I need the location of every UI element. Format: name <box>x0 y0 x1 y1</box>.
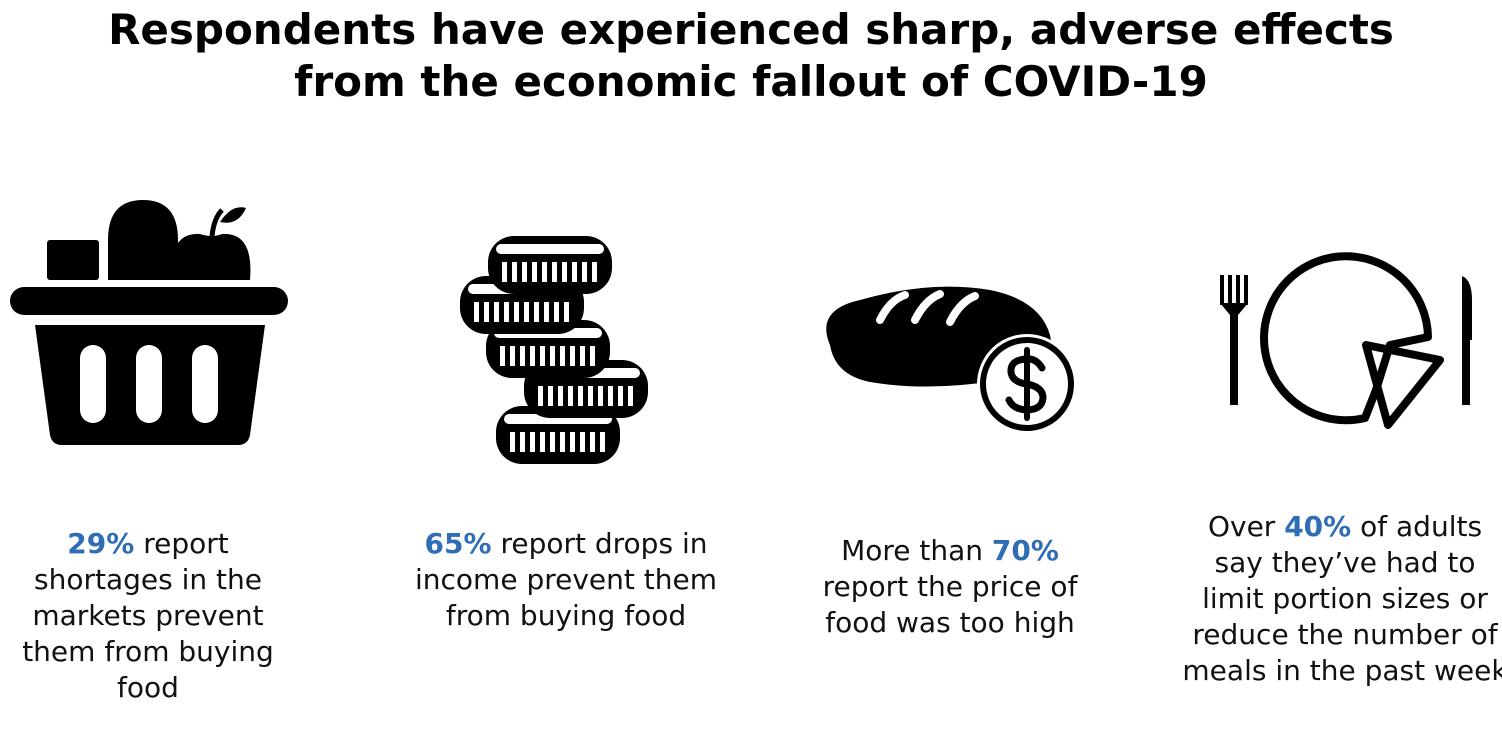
coin-part <box>502 262 507 282</box>
coin-part <box>484 302 489 322</box>
coin-part <box>570 346 575 366</box>
coin-part <box>542 262 547 282</box>
coin-part <box>558 386 563 406</box>
coin-part <box>520 432 525 452</box>
coin-part <box>534 302 539 322</box>
coin-part <box>540 432 545 452</box>
coin-part <box>500 346 505 366</box>
coin-part <box>538 386 543 406</box>
coin-part <box>592 262 597 282</box>
coins-icon <box>460 236 648 464</box>
stat-description: report drops in income prevent them from… <box>415 527 717 632</box>
coin-part <box>540 346 545 366</box>
coin-part <box>510 432 515 452</box>
coin-part <box>548 386 553 406</box>
bread-icon <box>826 286 1077 434</box>
stat-highlight: 65% <box>424 527 492 560</box>
stat-highlight: 29% <box>67 527 135 560</box>
coin-part <box>504 302 509 322</box>
coin-part <box>560 346 565 366</box>
coin-part <box>580 346 585 366</box>
coin-part <box>524 302 529 322</box>
stat-text: 65% report drops in income prevent them … <box>401 526 731 634</box>
stat-description: report the price of food was too high <box>822 570 1078 639</box>
coin-part <box>560 432 565 452</box>
coin-part <box>568 386 573 406</box>
coin-part <box>520 346 525 366</box>
stat-description: of adults say they’ve had to limit porti… <box>1182 510 1502 687</box>
coin-part <box>628 386 633 406</box>
stat-prefix: Over <box>1207 510 1285 543</box>
coin-part <box>532 262 537 282</box>
title-line: from the economic fallout of COVID-19 <box>294 57 1208 106</box>
coin-part <box>570 432 575 452</box>
coin-part <box>550 346 555 366</box>
stat-text: 29% report shortages in the markets prev… <box>8 526 288 706</box>
coin-part <box>512 262 517 282</box>
title: Respondents have experienced sharp, adve… <box>0 4 1502 108</box>
coin-part <box>522 262 527 282</box>
coin-part <box>580 432 585 452</box>
coin-part <box>514 302 519 322</box>
coin-part <box>582 262 587 282</box>
coin-part <box>496 244 604 254</box>
title-line: Respondents have experienced sharp, adve… <box>108 5 1394 54</box>
coin-part <box>530 346 535 366</box>
stat-highlight: 70% <box>991 534 1059 567</box>
coin-part <box>608 386 613 406</box>
icons <box>10 200 1472 464</box>
coin-part <box>618 386 623 406</box>
coin-part <box>600 432 605 452</box>
stat-text: More than 70% report the price of food w… <box>806 533 1094 641</box>
stat-text: Over 40% of adults say they’ve had to li… <box>1182 509 1502 689</box>
coin-part <box>474 302 479 322</box>
stat-highlight: 40% <box>1284 510 1352 543</box>
stat-prefix: More than <box>841 534 992 567</box>
coin-part <box>590 346 595 366</box>
coin-part <box>578 386 583 406</box>
coin-part <box>564 302 569 322</box>
coin-part <box>550 432 555 452</box>
plate-icon <box>1220 252 1472 429</box>
coin-part <box>510 346 515 366</box>
coin-part <box>588 386 593 406</box>
basket-icon <box>10 200 288 445</box>
coin-part <box>598 386 603 406</box>
coin-part <box>562 262 567 282</box>
coin-part <box>552 262 557 282</box>
stat-description: report shortages in the markets prevent … <box>22 527 274 704</box>
coin-part <box>590 432 595 452</box>
coin-part <box>572 262 577 282</box>
coin-part <box>530 432 535 452</box>
coin-part <box>554 302 559 322</box>
coin-part <box>544 302 549 322</box>
coin-part <box>494 302 499 322</box>
